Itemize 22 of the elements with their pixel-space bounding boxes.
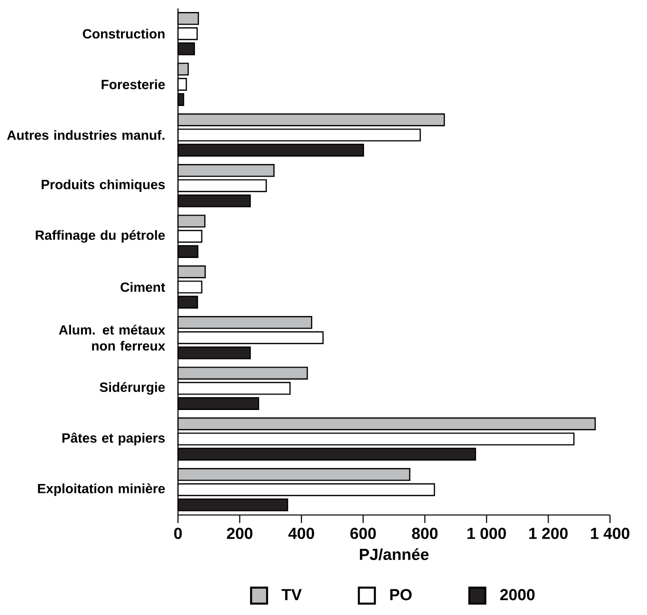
x-tick-label: 600 [350,528,376,540]
legend-label: PO [390,589,412,600]
x-tick-label: 800 [412,528,438,540]
y-tick-label: Raffinage du pétrole [36,230,165,243]
y-tick-label: Autres industries manuf. [7,130,164,140]
legend-label: 2000 [500,589,535,600]
y-tick-label: Produits chimiques [42,179,165,192]
x-tick-label: 1 200 [529,528,568,540]
x-tick-label: 400 [288,528,314,540]
y-tick-label: Foresterie [102,79,165,90]
y-tick-label: Construction [82,28,164,39]
x-tick-label: 200 [226,528,252,540]
x-axis-title: PJ/année [360,548,429,560]
x-tick-label: 1 000 [468,528,506,540]
legend-label: TV [282,589,302,600]
y-tick-label: Pâtes et papiers [62,432,165,446]
y-tick-label: Exploitation minière [38,483,165,496]
y-tick-label: Alum. et métaux non ferreux [58,324,166,351]
x-tick-label: 1 400 [590,528,630,540]
x-tick-label: 0 [174,528,182,540]
y-tick-label: Ciment [120,282,166,292]
y-tick-label: Sidérurgie [100,382,165,395]
